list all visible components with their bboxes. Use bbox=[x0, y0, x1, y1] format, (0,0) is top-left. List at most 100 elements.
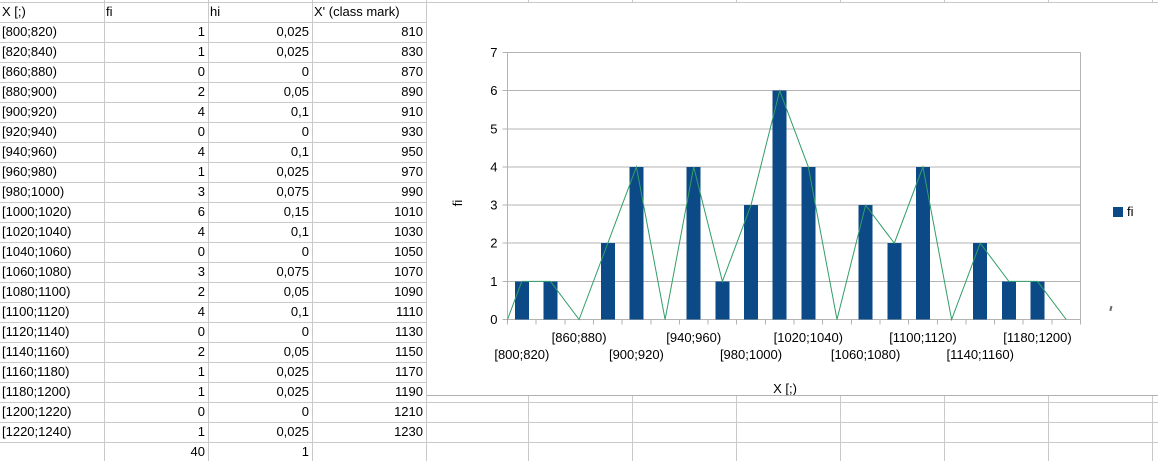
cell-C13[interactable]: 0 bbox=[301, 244, 309, 259]
bar-fi-[940;960)[interactable] bbox=[686, 166, 701, 320]
cell-B2[interactable]: 1 bbox=[197, 24, 205, 39]
cell-D22[interactable]: 1230 bbox=[394, 424, 423, 439]
cell-C14[interactable]: 0,075 bbox=[276, 264, 309, 279]
cell-A19[interactable]: [1160;1180) bbox=[2, 364, 70, 379]
cell-D8[interactable]: 950 bbox=[401, 144, 423, 159]
cell-C23-total-hi[interactable]: 1 bbox=[301, 444, 309, 459]
cell-B13[interactable]: 0 bbox=[197, 244, 205, 259]
cell-D17[interactable]: 1130 bbox=[395, 324, 423, 339]
cell-A1[interactable]: X [;) bbox=[2, 4, 26, 19]
cell-C1[interactable]: hi bbox=[210, 4, 221, 19]
cell-D20[interactable]: 1190 bbox=[395, 384, 423, 399]
cell-B12[interactable]: 4 bbox=[197, 224, 205, 239]
cell-C8[interactable]: 0,1 bbox=[290, 144, 309, 159]
frequency-line[interactable] bbox=[507, 89, 1067, 322]
bar-fi-[980;1000)[interactable] bbox=[744, 205, 759, 320]
cell-A9[interactable]: [960;980) bbox=[2, 164, 57, 179]
cell-B9[interactable]: 1 bbox=[197, 164, 205, 179]
bar-fi-[1060;1080)[interactable] bbox=[858, 205, 873, 320]
cell-D5[interactable]: 890 bbox=[401, 84, 423, 99]
bar-fi-[1000;1020)[interactable] bbox=[772, 90, 787, 320]
cell-A21[interactable]: [1200;1220) bbox=[2, 404, 72, 419]
cell-D3[interactable]: 830 bbox=[401, 44, 423, 59]
cell-B16[interactable]: 4 bbox=[197, 304, 205, 319]
cell-C6[interactable]: 0,1 bbox=[290, 104, 309, 119]
cell-A13[interactable]: [1040;1060) bbox=[2, 244, 72, 259]
cell-B10[interactable]: 3 bbox=[197, 184, 205, 199]
cell-A15[interactable]: [1080;1100) bbox=[2, 284, 71, 299]
cell-C21[interactable]: 0 bbox=[301, 404, 309, 419]
cell-C19[interactable]: 0,025 bbox=[276, 364, 309, 379]
cell-C16[interactable]: 0,1 bbox=[290, 304, 309, 319]
cell-B3[interactable]: 1 bbox=[197, 44, 205, 59]
cell-B20[interactable]: 1 bbox=[197, 384, 205, 399]
cell-C3[interactable]: 0,025 bbox=[276, 44, 309, 59]
cell-A22[interactable]: [1220;1240) bbox=[2, 424, 72, 439]
cell-B21[interactable]: 0 bbox=[197, 404, 205, 419]
bar-fi-[1080;1100)[interactable] bbox=[887, 243, 902, 320]
bar-fi-[880;900)[interactable] bbox=[600, 243, 615, 320]
cell-B22[interactable]: 1 bbox=[197, 424, 205, 439]
bar-fi-[820;840)[interactable] bbox=[543, 281, 558, 320]
cell-D21[interactable]: 1210 bbox=[394, 404, 423, 419]
bar-fi-[960;980)[interactable] bbox=[715, 281, 730, 320]
cell-D14[interactable]: 1070 bbox=[394, 264, 423, 279]
cell-D2[interactable]: 810 bbox=[401, 24, 423, 39]
cell-C20[interactable]: 0,025 bbox=[276, 384, 309, 399]
cell-C22[interactable]: 0,025 bbox=[276, 424, 309, 439]
chart-canvas[interactable]: 0 1 2 3 4 5 6 7 [800;820) [860;880) [900;920) [940;… bbox=[427, 3, 1158, 396]
cell-C9[interactable]: 0,025 bbox=[276, 164, 309, 179]
cell-A2[interactable]: [800;820) bbox=[2, 24, 57, 39]
bar-fi-[1160;1180)[interactable] bbox=[1001, 281, 1016, 320]
cell-C2[interactable]: 0,025 bbox=[276, 24, 309, 39]
cell-B8[interactable]: 4 bbox=[197, 144, 205, 159]
cell-C5[interactable]: 0,05 bbox=[283, 84, 309, 99]
cell-A20[interactable]: [1180;1200) bbox=[2, 384, 71, 399]
cell-A8[interactable]: [940;960) bbox=[2, 144, 57, 159]
cell-D19[interactable]: 1170 bbox=[395, 364, 423, 379]
cell-C10[interactable]: 0,075 bbox=[276, 184, 309, 199]
cell-C11[interactable]: 0,15 bbox=[283, 204, 309, 219]
cell-B11[interactable]: 6 bbox=[197, 204, 205, 219]
cell-A17[interactable]: [1120;1140) bbox=[2, 324, 70, 339]
cell-B23-total-fi[interactable]: 40 bbox=[190, 444, 205, 459]
cell-B14[interactable]: 3 bbox=[197, 264, 205, 279]
cell-B1[interactable]: fi bbox=[106, 4, 113, 19]
cell-A10[interactable]: [980;1000) bbox=[2, 184, 65, 199]
cell-D10[interactable]: 990 bbox=[401, 184, 423, 199]
cell-C7[interactable]: 0 bbox=[301, 124, 309, 139]
cell-D9[interactable]: 970 bbox=[401, 164, 423, 179]
legend-swatch[interactable] bbox=[1113, 207, 1123, 217]
cell-C12[interactable]: 0,1 bbox=[290, 224, 309, 239]
bar-fi-[800;820)[interactable] bbox=[514, 281, 529, 320]
cell-B19[interactable]: 1 bbox=[197, 364, 205, 379]
cell-D4[interactable]: 870 bbox=[401, 64, 423, 79]
cell-A7[interactable]: [920;940) bbox=[2, 124, 57, 139]
cell-B4[interactable]: 0 bbox=[197, 64, 205, 79]
cell-A16[interactable]: [1100;1120) bbox=[2, 304, 70, 319]
cell-D6[interactable]: 910 bbox=[401, 104, 423, 119]
cell-A6[interactable]: [900;920) bbox=[2, 104, 57, 119]
cell-D11[interactable]: 1010 bbox=[394, 204, 423, 219]
cell-A4[interactable]: [860;880) bbox=[2, 64, 57, 79]
cell-D16[interactable]: 1110 bbox=[396, 304, 423, 319]
bar-fi-[1180;1200)[interactable] bbox=[1030, 281, 1045, 320]
cell-B5[interactable]: 2 bbox=[197, 84, 205, 99]
cell-B7[interactable]: 0 bbox=[197, 124, 205, 139]
cell-B17[interactable]: 0 bbox=[197, 324, 205, 339]
cell-A18[interactable]: [1140;1160) bbox=[2, 344, 70, 359]
bar-fi-[1020;1040)[interactable] bbox=[801, 166, 816, 320]
bar-fi-[900;920)[interactable] bbox=[629, 166, 644, 320]
bar-fi-[1140;1160)[interactable] bbox=[973, 243, 988, 320]
cell-D18[interactable]: 1150 bbox=[395, 344, 423, 359]
cell-C4[interactable]: 0 bbox=[301, 64, 309, 79]
cell-C15[interactable]: 0,05 bbox=[283, 284, 309, 299]
cell-B15[interactable]: 2 bbox=[197, 284, 205, 299]
cell-A5[interactable]: [880;900) bbox=[2, 84, 57, 99]
cell-C17[interactable]: 0 bbox=[301, 324, 309, 339]
cell-A3[interactable]: [820;840) bbox=[2, 44, 57, 59]
cell-C18[interactable]: 0,05 bbox=[283, 344, 309, 359]
cell-D12[interactable]: 1030 bbox=[394, 224, 423, 239]
bar-fi-[1100;1120)[interactable] bbox=[915, 166, 930, 320]
cell-D13[interactable]: 1050 bbox=[394, 244, 423, 259]
